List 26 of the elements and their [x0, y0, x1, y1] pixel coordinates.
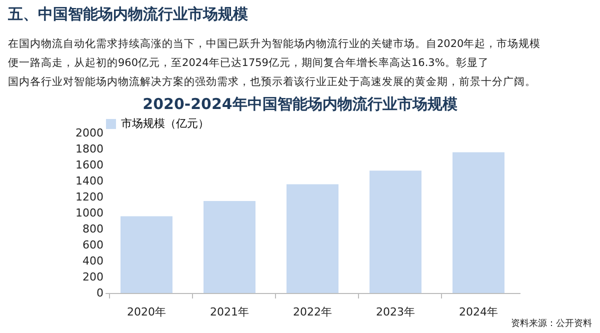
y-tick-label: 200: [82, 270, 104, 284]
text: 五、中国智能场内物流行业市场规模: [7, 5, 249, 23]
y-tick-label: 2000: [76, 126, 104, 140]
x-tick-label: 2020年: [127, 306, 166, 318]
bar: [120, 216, 172, 293]
bar: [370, 170, 422, 293]
bar: [204, 201, 256, 293]
y-tick-label: 0: [96, 286, 104, 300]
chart-title: 2020-2024年中国智能场内物流行业市场规模: [142, 95, 458, 113]
x-tick-label: 2021年: [210, 306, 249, 318]
y-tick-label: 1000: [76, 206, 104, 220]
x-tick-label: 2023年: [376, 306, 415, 318]
y-tick-label: 800: [82, 222, 104, 236]
bar: [286, 184, 338, 293]
y-tick-label: 1400: [76, 174, 104, 188]
y-tick-label: 600: [82, 238, 104, 252]
text: 在国内物流自动化需求持续高涨的当下，中国已跃升为智能场内物流行业的关键市场。自2020年起，市场规模便一路高走，从起初的960亿元，至2024年已达1759亿元，期间复合年增长率高达16.3%。彰显了国内各行业对智能场内物流解决方案的强劲需求，也预示着该行业正处于高速发展的黄金期，前景十分广阔。: [8, 37, 541, 88]
text: 资料来源：公开资料: [511, 318, 592, 329]
bar: [452, 152, 504, 293]
x-tick-label: 2022年: [293, 306, 332, 318]
y-tick-label: 1200: [76, 190, 104, 204]
y-tick-label: 1600: [76, 158, 104, 172]
y-tick-label: 400: [82, 254, 104, 268]
y-tick-label: 1800: [76, 142, 104, 156]
x-tick-label: 2024年: [459, 306, 498, 318]
legend-label: 市场规模（亿元）: [121, 117, 209, 130]
